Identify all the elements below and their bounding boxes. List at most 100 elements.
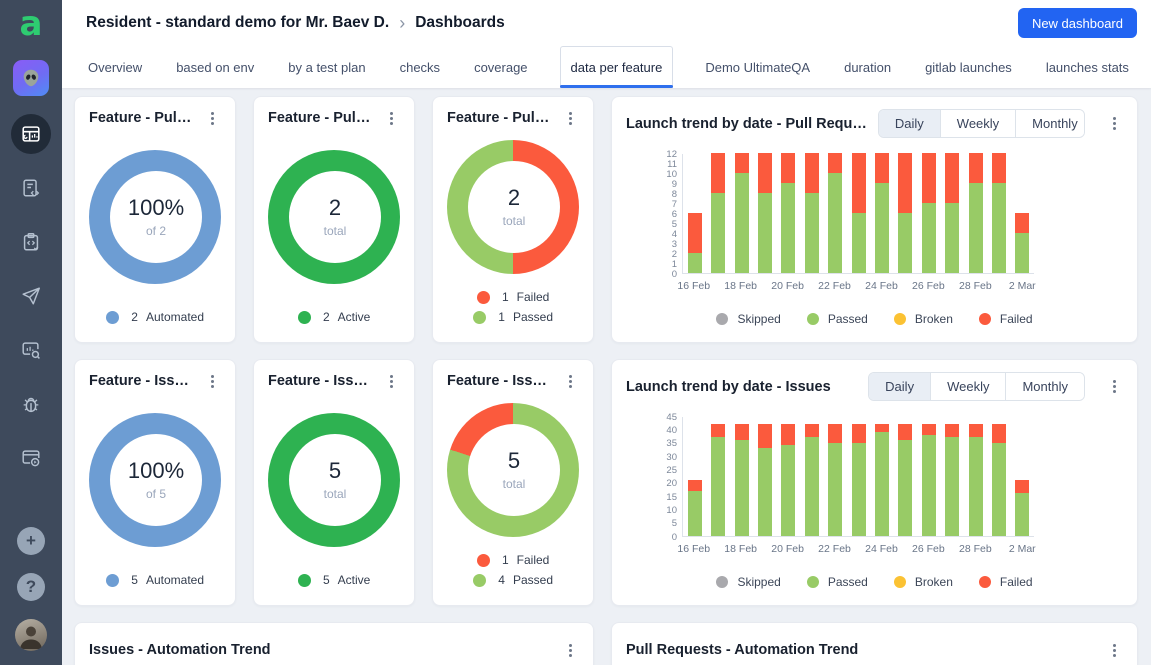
- legend-label: Failed: [516, 553, 550, 567]
- card-menu-button[interactable]: [1105, 641, 1123, 659]
- user-avatar[interactable]: [15, 619, 47, 651]
- donut-center-value: 100%: [127, 458, 185, 483]
- donut-center-sub: total: [502, 477, 526, 491]
- bar-stack: [945, 424, 960, 536]
- failed-segment: [687, 213, 702, 253]
- passed-segment: [898, 440, 913, 536]
- failed-segment: [711, 153, 726, 193]
- failed-segment: [968, 153, 983, 183]
- passed-segment: [898, 213, 913, 273]
- card-title: Feature - Pull ...: [268, 110, 374, 126]
- passed-segment: [921, 203, 936, 273]
- donut-center-value: 100%: [127, 195, 185, 220]
- card-menu-button[interactable]: [382, 372, 400, 390]
- dashboard-icon: [22, 126, 40, 142]
- failed-segment: [687, 480, 702, 491]
- y-tick-label: 8: [671, 188, 677, 200]
- card-title: Launch trend by date - Pull Requests: [626, 115, 870, 132]
- kebab-icon: [568, 648, 572, 652]
- tab-gitlab-launches[interactable]: gitlab launches: [925, 59, 1012, 75]
- card-menu-button[interactable]: [561, 372, 579, 390]
- tab-launches-stats[interactable]: launches stats: [1045, 59, 1129, 75]
- range-monthly-button[interactable]: Monthly: [1016, 110, 1084, 137]
- legend-item: Broken: [893, 575, 953, 589]
- range-daily-button[interactable]: Daily: [878, 110, 941, 137]
- bars: [683, 153, 1034, 273]
- sidebar-item-analytics[interactable]: [11, 330, 51, 370]
- bar-24-feb: [870, 153, 893, 273]
- bar-19-feb: [753, 417, 776, 536]
- sidebar-item-test-plans[interactable]: [11, 222, 51, 262]
- x-tick-label: 2 Mar: [1008, 280, 1036, 292]
- legend-label: Broken: [914, 575, 953, 589]
- card-menu-button[interactable]: [382, 109, 400, 127]
- tab-by-a-test-plan[interactable]: by a test plan: [288, 59, 366, 75]
- bug-icon: [23, 397, 39, 413]
- donut-card: Feature - Pull ... 100% of 2 2 Automated: [74, 96, 236, 343]
- range-monthly-button[interactable]: Monthly: [1006, 373, 1084, 400]
- range-weekly-button[interactable]: Weekly: [931, 373, 1007, 400]
- range-weekly-button[interactable]: Weekly: [940, 110, 1017, 137]
- failed-segment: [711, 424, 726, 438]
- kebab-icon: [1112, 648, 1116, 652]
- project-title[interactable]: Resident - standard demo for Mr. Baev D.: [86, 14, 390, 31]
- legend-label: Passed: [512, 310, 554, 324]
- donut-center-sub: total: [323, 487, 347, 501]
- card-title: Feature - Issues: [89, 373, 195, 389]
- y-tick-label: 2: [671, 248, 677, 260]
- tab-checks[interactable]: checks: [399, 59, 441, 75]
- y-axis: 0 5 10 15 20 25 30 35 40 45: [656, 412, 682, 541]
- tab-overview[interactable]: Overview: [88, 59, 143, 75]
- legend-item: 2 Automated: [105, 310, 204, 324]
- bar-20-feb: [777, 417, 800, 536]
- sidebar-item-jobs[interactable]: [11, 438, 51, 478]
- bar-stack: [1015, 213, 1030, 273]
- tab-data-per-feature[interactable]: data per feature: [559, 46, 674, 88]
- card-menu-button[interactable]: [561, 109, 579, 127]
- new-dashboard-button[interactable]: New dashboard: [1017, 8, 1137, 38]
- range-selector: Daily Weekly Monthly: [877, 109, 1085, 138]
- passed-segment: [687, 490, 702, 536]
- dashboard-grid: Feature - Pull ... 100% of 2 2 Automated Feat…: [74, 96, 1138, 665]
- project-avatar[interactable]: [13, 60, 49, 96]
- donut-center: 2 total: [468, 160, 560, 253]
- sidebar-item-launches[interactable]: [11, 276, 51, 316]
- y-tick-label: 10: [666, 504, 677, 516]
- bar-16-feb: [683, 154, 706, 273]
- tab-duration[interactable]: duration: [844, 59, 892, 75]
- x-tick-label: 26 Feb: [912, 280, 945, 292]
- failed-segment: [945, 153, 960, 203]
- tab-demo-ultimateqa[interactable]: Demo UltimateQA: [705, 59, 811, 75]
- app-logo[interactable]: a: [0, 0, 62, 48]
- card-menu-button[interactable]: [203, 372, 221, 390]
- sidebar-item-test-library[interactable]: [11, 168, 51, 208]
- failed-segment: [734, 153, 749, 173]
- card-menu-button[interactable]: [203, 109, 221, 127]
- bar-stack: [945, 153, 960, 273]
- bar-18-feb: [730, 153, 753, 273]
- add-button[interactable]: +: [17, 527, 45, 555]
- donut-chart: 5 total: [447, 402, 579, 537]
- card-menu-button[interactable]: [561, 641, 579, 659]
- help-button[interactable]: ?: [17, 573, 45, 601]
- card-header: Feature - Issues: [89, 372, 221, 390]
- sidebar-nav: [11, 114, 51, 478]
- bar-21-feb: [800, 417, 823, 536]
- sidebar-item-dashboards[interactable]: [11, 114, 51, 154]
- donut-legend: 5 Active: [268, 569, 400, 593]
- range-daily-button[interactable]: Daily: [869, 373, 932, 400]
- card-menu-button[interactable]: [1105, 115, 1123, 133]
- y-tick-label: 45: [666, 411, 677, 423]
- card-menu-button[interactable]: [1105, 378, 1123, 396]
- tab-coverage[interactable]: coverage: [474, 59, 528, 75]
- card-header: Feature - Issu...: [447, 372, 579, 390]
- failed-segment: [804, 153, 819, 193]
- passed-dot-icon: [472, 310, 486, 324]
- legend-label: Broken: [914, 312, 953, 326]
- bar-stack: [781, 153, 796, 273]
- skipped-dot-icon: [716, 576, 729, 588]
- chart-legend: Skipped Passed Broken Failed: [626, 312, 1123, 330]
- breadcrumb: Resident - standard demo for Mr. Baev D.…: [62, 0, 1151, 46]
- sidebar-item-defects[interactable]: [11, 384, 51, 424]
- tab-based-on-env[interactable]: based on env: [176, 59, 255, 75]
